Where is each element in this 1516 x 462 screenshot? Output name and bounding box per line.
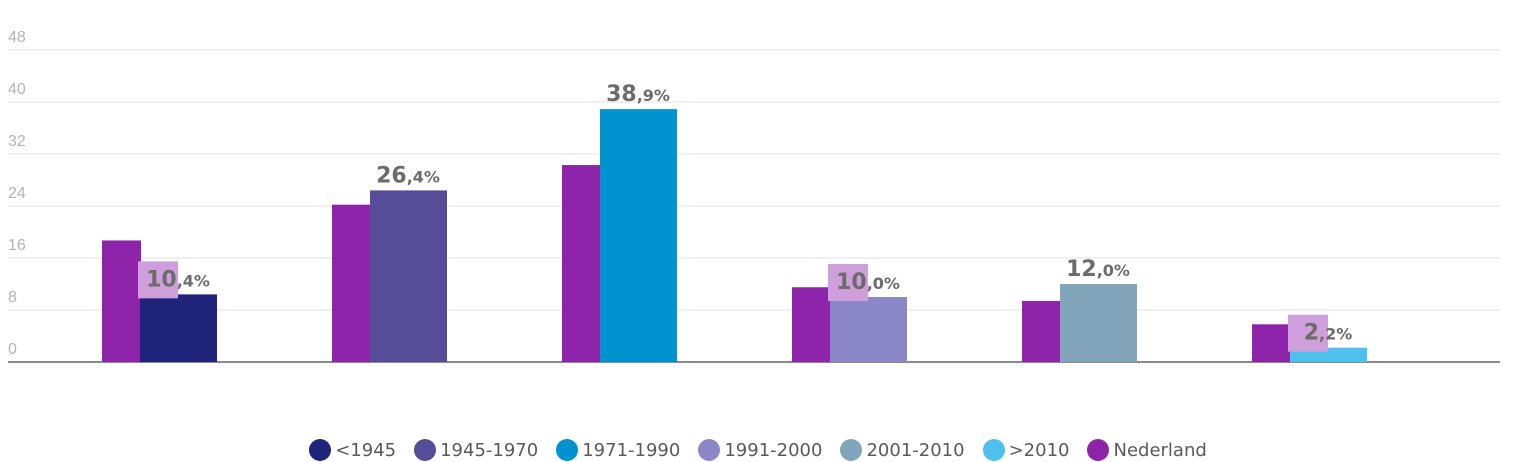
bar-period [600,109,677,363]
legend-label: Nederland [1113,439,1207,461]
legend-item[interactable]: 1991-2000 [698,439,822,461]
data-label: 10,0% [836,270,900,295]
data-label: 12,0% [1066,257,1130,282]
legend-item[interactable]: <1945 [309,439,396,461]
y-tick-label: 16 [8,237,26,254]
legend-swatch [1087,439,1110,461]
legend-item[interactable]: 1945-1970 [414,439,538,461]
data-label: 10,4% [146,267,210,292]
legend-swatch [414,439,437,461]
label-highlight [138,261,178,299]
bar-nederland [562,165,601,362]
bar-period [830,297,907,362]
legend-label: 2001-2010 [866,439,965,461]
data-label: 2,2% [1304,321,1353,346]
bar-period [370,190,447,362]
bar-period [1060,284,1137,362]
legend-item[interactable]: 1971-1990 [556,439,680,461]
legend-swatch [698,439,721,461]
y-tick-label: 24 [8,185,26,202]
bars [102,109,1367,363]
legend-swatch [556,439,579,461]
legend-item[interactable]: >2010 [982,439,1070,461]
label-highlight [828,264,868,301]
legend-label: <1945 [335,439,397,461]
y-tick-label: 32 [8,133,26,150]
legend-swatch [309,439,332,461]
legend-label: 1945-1970 [440,439,539,461]
legend-swatch [840,439,863,461]
label-highlight [1288,314,1328,352]
bar-chart: 0 8 16 24 32 40 48 10,4% 26,4% 38,9% 10,0% 12,0% 2,… [8,29,1500,363]
legend-label: >2010 [1008,439,1070,461]
legend-swatch [982,439,1005,461]
legend-label: 1971-1990 [582,439,681,461]
legend-label: 1991-2000 [724,439,823,461]
bar-nederland [1252,324,1291,362]
data-label: 26,4% [376,163,440,188]
gridlines [8,49,1500,363]
data-labels: 10,4% 26,4% 38,9% 10,0% 12,0% 2,2% [138,82,1352,352]
bar-period [140,294,217,362]
y-tick-label: 48 [8,29,26,46]
y-axis-ticks: 0 8 16 24 32 40 48 [8,29,26,358]
y-tick-label: 40 [8,81,26,98]
bar-nederland [332,204,371,362]
legend: <1945 1945-1970 1971-1990 1991-2000 2001-201… [0,438,1516,462]
bar-nederland [102,240,141,362]
bar-nederland [1022,300,1061,362]
legend-item[interactable]: 2001-2010 [840,439,965,461]
bar-nederland [792,287,831,362]
y-tick-label: 0 [8,341,17,358]
y-tick-label: 8 [8,289,17,306]
data-label: 38,9% [606,82,670,107]
legend-item[interactable]: Nederland [1087,439,1207,461]
